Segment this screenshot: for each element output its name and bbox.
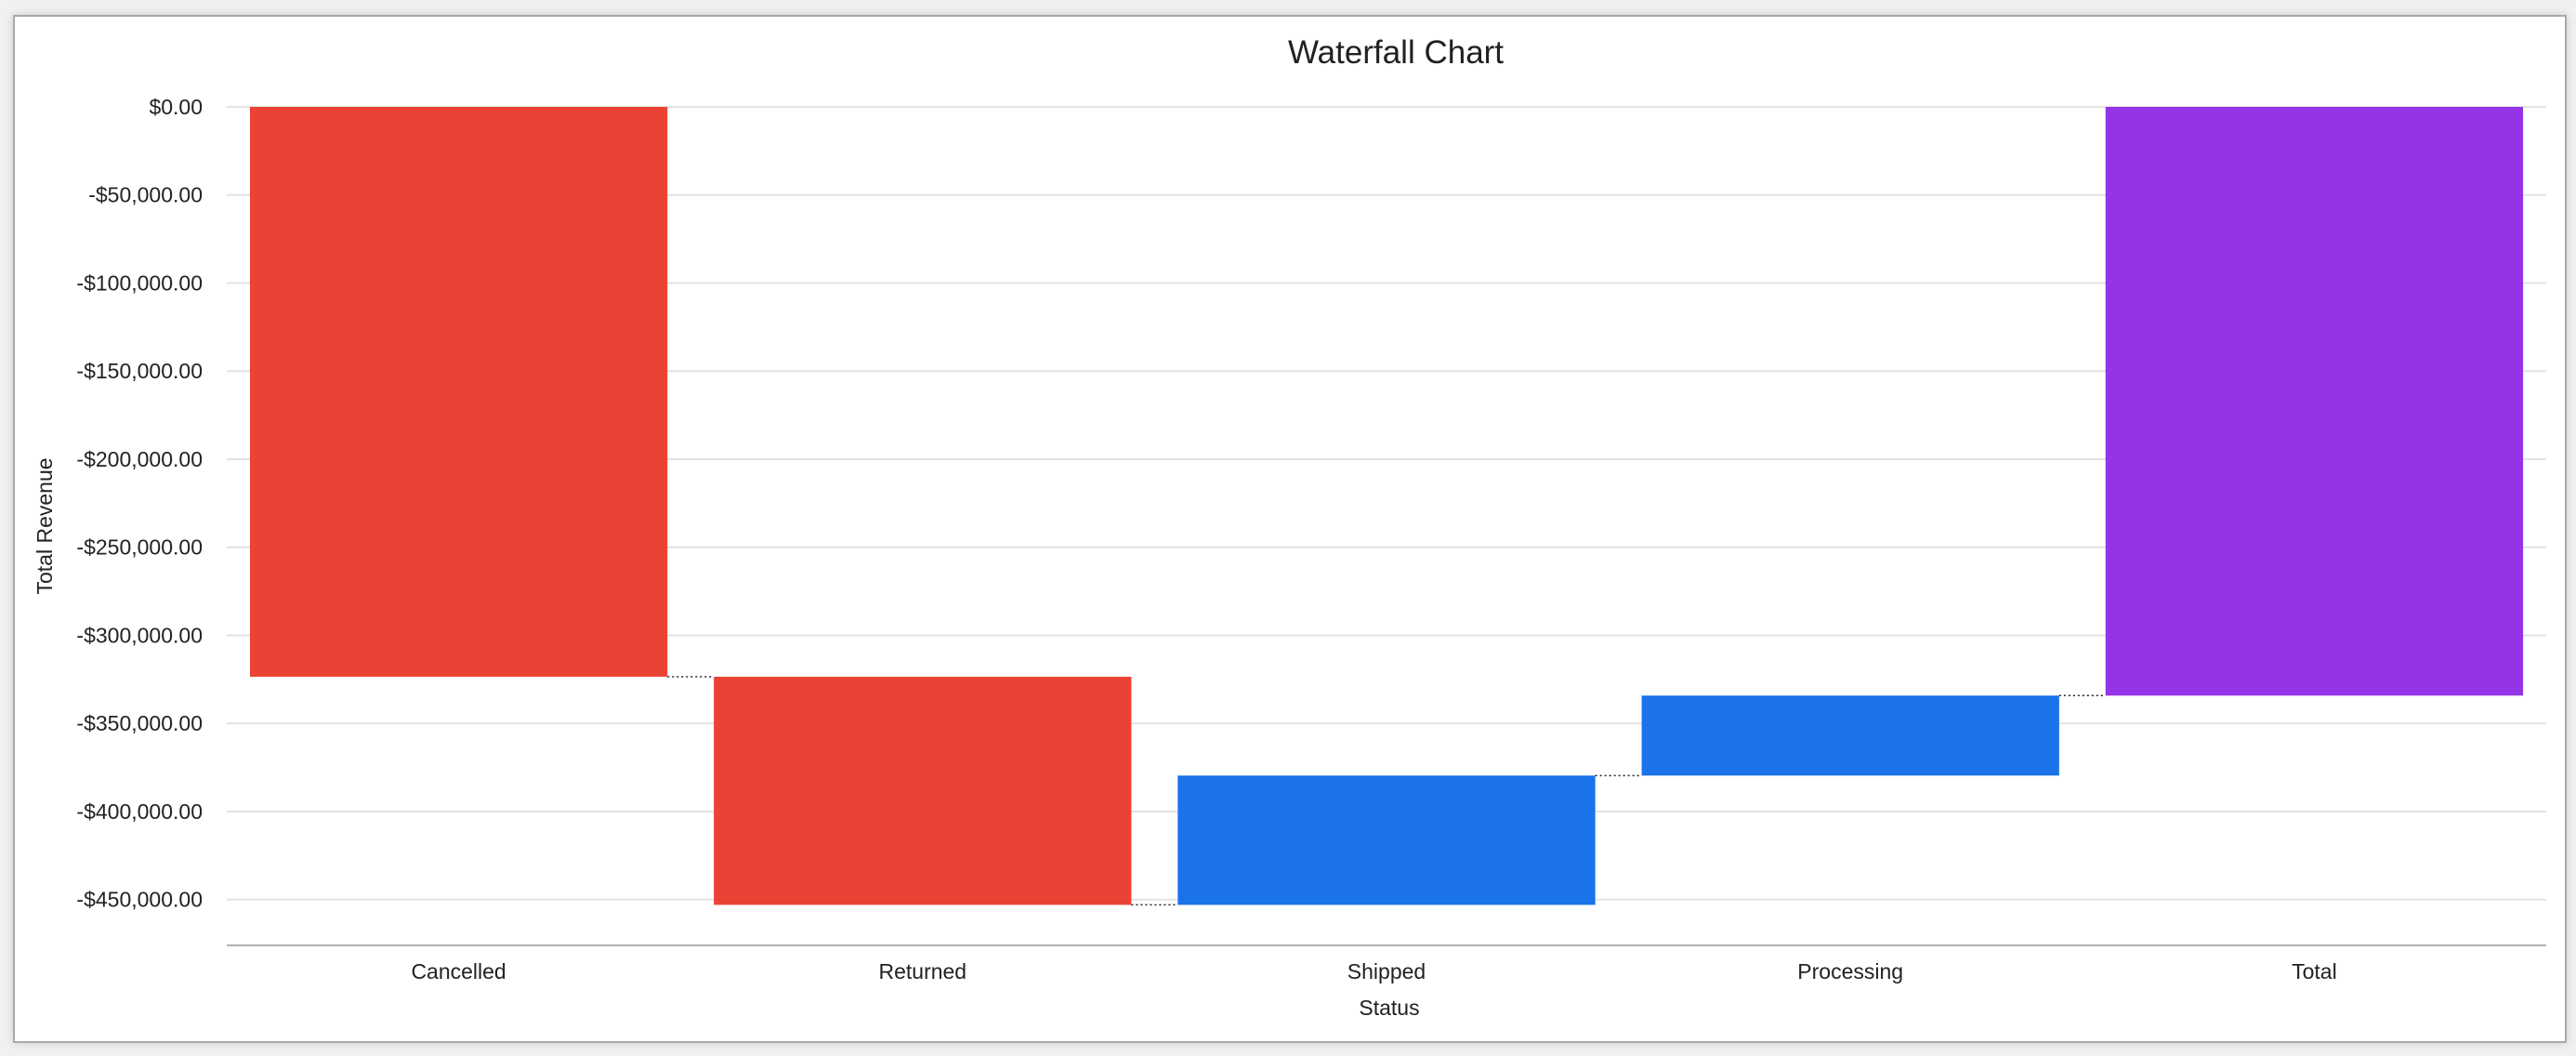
x-axis-label: Status (1359, 996, 1419, 1020)
x-tick-label: Processing (1797, 959, 1903, 983)
x-tick-label: Total (2292, 959, 2337, 983)
x-tick-label: Returned (878, 959, 966, 983)
y-axis-label: Total Revenue (33, 457, 57, 594)
bar-processing (1641, 695, 2059, 776)
x-tick-label: Shipped (1347, 959, 1426, 983)
chart-title: Waterfall Chart (1288, 34, 1504, 71)
y-tick-label: $0.00 (149, 95, 203, 119)
y-tick-label: -$250,000.00 (76, 535, 203, 560)
y-tick-label: -$300,000.00 (76, 623, 203, 647)
y-tick-label: -$100,000.00 (76, 271, 203, 295)
y-tick-label: -$150,000.00 (76, 359, 203, 383)
bar-total (2105, 107, 2524, 696)
y-tick-label: -$450,000.00 (76, 888, 203, 912)
y-tick-label: -$350,000.00 (76, 711, 203, 735)
bar-cancelled (249, 107, 668, 678)
y-tick-label: -$400,000.00 (76, 799, 203, 824)
x-tick-label: Cancelled (411, 959, 506, 983)
y-tick-label: -$200,000.00 (76, 447, 203, 471)
bar-shipped (1177, 775, 1596, 905)
bar-returned (714, 677, 1132, 905)
y-tick-label: -$50,000.00 (88, 183, 203, 207)
